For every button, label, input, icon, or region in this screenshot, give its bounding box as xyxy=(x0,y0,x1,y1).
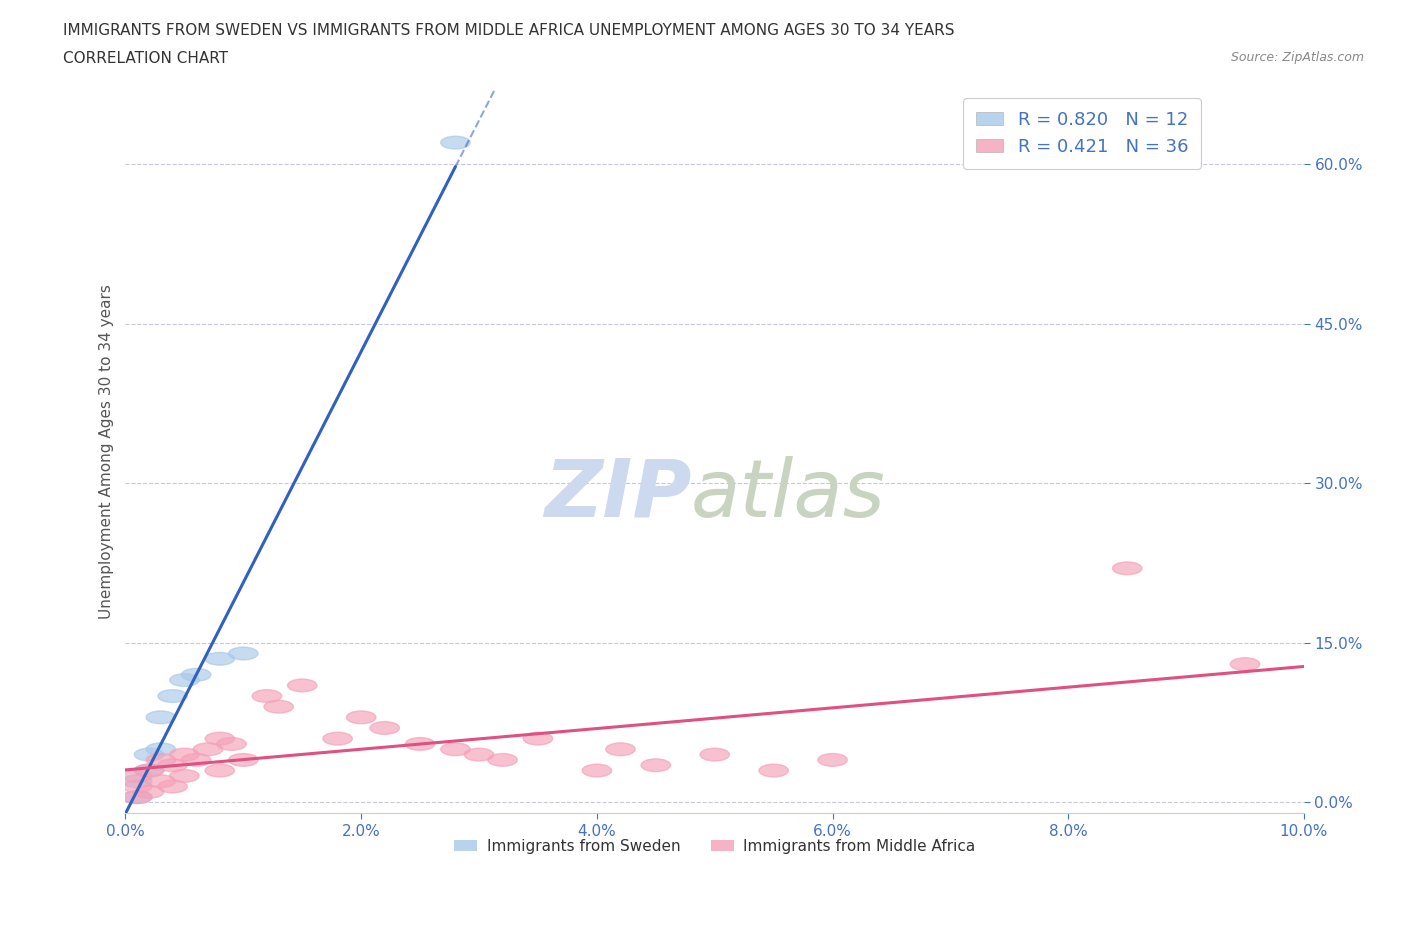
Ellipse shape xyxy=(818,753,848,766)
Ellipse shape xyxy=(157,780,187,793)
Ellipse shape xyxy=(122,790,152,804)
Ellipse shape xyxy=(193,743,222,756)
Ellipse shape xyxy=(181,669,211,681)
Ellipse shape xyxy=(582,764,612,777)
Ellipse shape xyxy=(135,749,163,761)
Ellipse shape xyxy=(464,749,494,761)
Ellipse shape xyxy=(122,790,152,804)
Ellipse shape xyxy=(205,653,235,665)
Ellipse shape xyxy=(205,764,235,777)
Ellipse shape xyxy=(181,753,211,766)
Ellipse shape xyxy=(264,700,294,713)
Ellipse shape xyxy=(229,647,259,660)
Ellipse shape xyxy=(135,786,163,798)
Ellipse shape xyxy=(1112,562,1142,575)
Ellipse shape xyxy=(170,769,200,782)
Text: ZIP: ZIP xyxy=(544,456,692,534)
Ellipse shape xyxy=(170,673,200,686)
Ellipse shape xyxy=(146,775,176,788)
Y-axis label: Unemployment Among Ages 30 to 34 years: Unemployment Among Ages 30 to 34 years xyxy=(100,284,114,618)
Text: atlas: atlas xyxy=(692,456,886,534)
Ellipse shape xyxy=(146,753,176,766)
Ellipse shape xyxy=(252,690,281,702)
Ellipse shape xyxy=(523,732,553,745)
Ellipse shape xyxy=(135,764,163,777)
Ellipse shape xyxy=(135,764,163,777)
Ellipse shape xyxy=(170,749,200,761)
Ellipse shape xyxy=(370,722,399,735)
Ellipse shape xyxy=(205,732,235,745)
Ellipse shape xyxy=(323,732,353,745)
Ellipse shape xyxy=(217,737,246,751)
Text: CORRELATION CHART: CORRELATION CHART xyxy=(63,51,228,66)
Ellipse shape xyxy=(606,743,636,756)
Ellipse shape xyxy=(700,749,730,761)
Ellipse shape xyxy=(287,679,316,692)
Ellipse shape xyxy=(1230,658,1260,671)
Ellipse shape xyxy=(122,769,152,782)
Ellipse shape xyxy=(157,759,187,772)
Ellipse shape xyxy=(759,764,789,777)
Legend: Immigrants from Sweden, Immigrants from Middle Africa: Immigrants from Sweden, Immigrants from … xyxy=(449,832,981,859)
Text: Source: ZipAtlas.com: Source: ZipAtlas.com xyxy=(1230,51,1364,64)
Ellipse shape xyxy=(122,780,152,793)
Text: IMMIGRANTS FROM SWEDEN VS IMMIGRANTS FROM MIDDLE AFRICA UNEMPLOYMENT AMONG AGES : IMMIGRANTS FROM SWEDEN VS IMMIGRANTS FRO… xyxy=(63,23,955,38)
Ellipse shape xyxy=(440,743,470,756)
Ellipse shape xyxy=(146,743,176,756)
Ellipse shape xyxy=(440,136,470,149)
Ellipse shape xyxy=(122,775,152,788)
Ellipse shape xyxy=(229,753,259,766)
Ellipse shape xyxy=(405,737,434,751)
Ellipse shape xyxy=(488,753,517,766)
Ellipse shape xyxy=(146,711,176,724)
Ellipse shape xyxy=(641,759,671,772)
Ellipse shape xyxy=(157,690,187,702)
Ellipse shape xyxy=(346,711,375,724)
